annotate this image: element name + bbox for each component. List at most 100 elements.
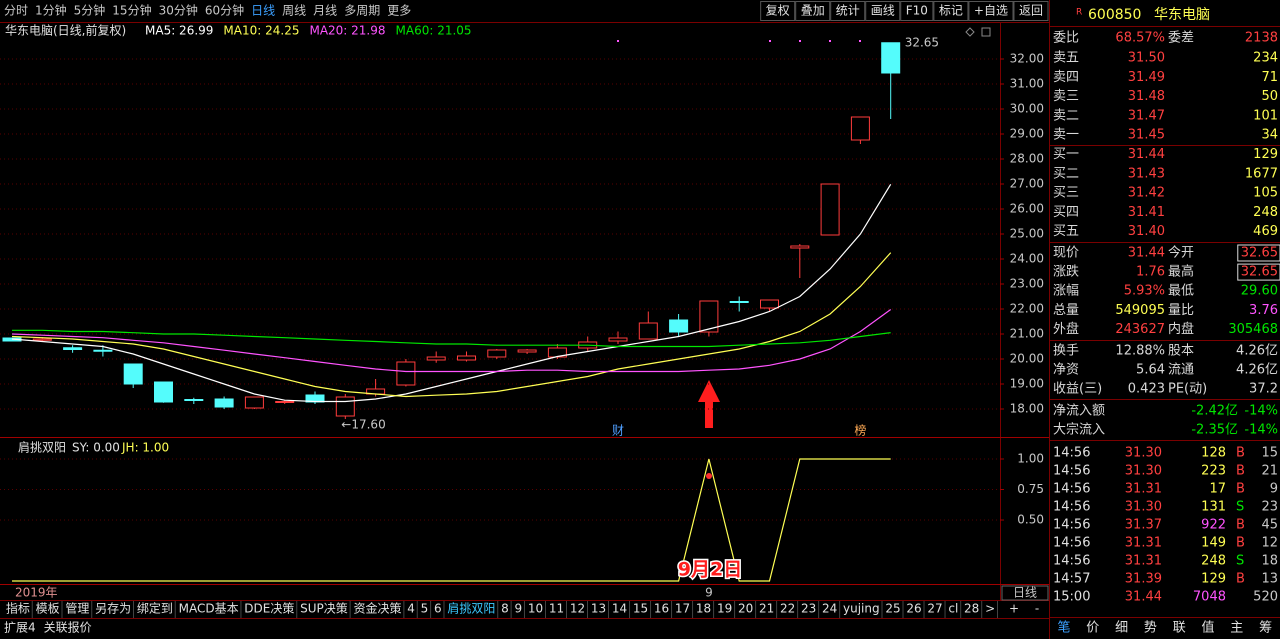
indicator-tab[interactable]: 另存为 <box>95 602 131 616</box>
book-cell: 买三 <box>1053 186 1079 201</box>
extra-tab[interactable]: 关联报价 <box>44 620 92 635</box>
period-tab[interactable]: 月线 <box>313 4 337 18</box>
book-cell: 34 <box>1261 128 1278 143</box>
indicator-tab[interactable]: 指标 <box>6 601 30 616</box>
period-label: 日线 <box>1013 586 1037 600</box>
candle-body <box>214 398 234 408</box>
tick-side: S <box>1236 500 1244 515</box>
indicator-tab[interactable]: SUP决策 <box>300 602 348 616</box>
indicator-tab[interactable]: 肩挑双阳 <box>447 601 495 616</box>
tick-side: B <box>1236 572 1245 587</box>
tab-tool[interactable]: - <box>1035 602 1039 616</box>
low-annotation: ←17.60 <box>341 418 385 432</box>
tick-volume: 223 <box>1201 464 1226 479</box>
tick-price: 31.30 <box>1125 464 1162 479</box>
period-tab[interactable]: 15分钟 <box>112 3 151 18</box>
panel-tab[interactable]: 值 <box>1201 620 1214 636</box>
book-cell: 469 <box>1253 224 1278 239</box>
panel-tab[interactable]: 势 <box>1144 620 1157 636</box>
indicator-tab[interactable]: 17 <box>675 602 690 616</box>
indicator-tab[interactable]: 12 <box>570 602 585 616</box>
indicator-tab[interactable]: 13 <box>591 602 606 616</box>
period-tab[interactable]: 多周期 <box>344 4 380 18</box>
indicator-tab[interactable]: 14 <box>612 602 627 616</box>
flow-cell: 净流入额 <box>1053 404 1105 419</box>
toolbar-button[interactable]: 返回 <box>1019 4 1043 18</box>
toolbar-button[interactable]: 统计 <box>836 4 860 18</box>
indicator-tab[interactable]: 24 <box>822 602 837 616</box>
legend-entry: MA5: 26.99 <box>145 24 213 38</box>
indicator-tab[interactable]: 25 <box>885 602 900 616</box>
period-tab[interactable]: 5分钟 <box>74 3 106 18</box>
period-tab[interactable]: 分时 <box>4 4 28 18</box>
toolbar-button[interactable]: F10 <box>906 4 928 18</box>
indicator-tab[interactable]: 19 <box>717 602 732 616</box>
candle-body <box>426 356 446 361</box>
y-tick-label: 31.00 <box>1010 77 1044 91</box>
indicator-tab[interactable]: 20 <box>738 602 753 616</box>
candle-body <box>154 381 173 403</box>
indicator-tab[interactable]: DDE决策 <box>244 602 294 616</box>
toolbar-button[interactable]: 画线 <box>871 4 895 18</box>
y-tick-label: 21.00 <box>1010 327 1044 341</box>
indicator-tab[interactable]: 27 <box>927 602 942 616</box>
panel-tab[interactable]: 细 <box>1115 621 1128 636</box>
indicator-tab[interactable]: 4 <box>407 602 415 616</box>
indicator-tab[interactable]: 管理 <box>65 601 89 616</box>
indicator-tab[interactable]: MACD基本 <box>179 602 239 616</box>
book-cell: 71 <box>1261 70 1278 85</box>
panel-tab[interactable]: 主 <box>1230 621 1243 636</box>
y-tick-label: 28.00 <box>1010 152 1044 166</box>
indicator-tab[interactable]: 6 <box>434 602 442 616</box>
indicator-tab[interactable]: cl <box>948 602 958 616</box>
button-frame <box>830 1 866 21</box>
stat-cell: 外盘 <box>1053 321 1079 337</box>
indicator-tab[interactable]: 11 <box>549 602 564 616</box>
panel-tab[interactable]: 笔 <box>1057 620 1070 636</box>
panel-tab[interactable]: 价 <box>1086 621 1099 636</box>
indicator-tab[interactable]: 9 <box>514 602 522 616</box>
indicator-tab[interactable]: 8 <box>501 602 509 616</box>
tick-volume: 149 <box>1201 536 1226 551</box>
indicator-tab[interactable]: 23 <box>801 602 816 616</box>
indicator-tab[interactable]: yujing <box>843 602 880 616</box>
indicator-tab[interactable]: > <box>985 602 995 616</box>
indicator-tab[interactable]: 26 <box>906 602 921 616</box>
indicator-tab[interactable]: 15 <box>633 602 648 616</box>
stat-cell: 今开 <box>1168 245 1194 261</box>
y-tick-label: 24.00 <box>1010 252 1044 266</box>
period-tab[interactable]: 1分钟 <box>35 3 67 18</box>
stat-cell: 现价 <box>1053 246 1079 261</box>
legend-entry: JH: 1.00 <box>121 441 169 455</box>
panel-tab[interactable]: 筹 <box>1259 620 1272 636</box>
toolbar-button[interactable]: 标记 <box>939 4 963 18</box>
tick-volume: 248 <box>1201 554 1226 569</box>
candle-body <box>93 349 113 352</box>
period-tab[interactable]: 日线 <box>251 4 275 18</box>
indicator-tab[interactable]: 28 <box>964 602 979 616</box>
toolbar-button[interactable]: 复权 <box>766 4 790 18</box>
indicator-tab[interactable]: 18 <box>696 602 711 616</box>
tab-tool[interactable]: + <box>1009 602 1019 616</box>
indicator-tab[interactable]: 10 <box>528 602 543 616</box>
period-tab[interactable]: 周线 <box>282 4 306 18</box>
indicator-tab[interactable]: 21 <box>759 602 774 616</box>
book-cell: 31.50 <box>1128 51 1165 66</box>
toolbar-button[interactable]: +自选 <box>974 4 1008 18</box>
indicator-tab[interactable]: 模板 <box>36 602 60 616</box>
stat-cell: 总量 <box>1053 303 1079 318</box>
tick-volume: 17 <box>1209 482 1226 497</box>
indicator-tab[interactable]: 16 <box>654 602 669 616</box>
panel-tab[interactable]: 联 <box>1173 621 1186 636</box>
indicator-tab[interactable]: 5 <box>421 602 429 616</box>
toolbar-button[interactable]: 叠加 <box>801 4 825 18</box>
indicator-tab[interactable]: 资金决策 <box>353 601 401 616</box>
period-tab[interactable]: 更多 <box>387 4 411 18</box>
period-tab[interactable]: 60分钟 <box>205 3 244 18</box>
period-tab[interactable]: 30分钟 <box>159 3 198 18</box>
stat-cell: 0.423 <box>1128 382 1165 397</box>
indicator-tab[interactable]: 22 <box>780 602 795 616</box>
stat-cell: 净资 <box>1053 363 1079 378</box>
indicator-tab[interactable]: 绑定到 <box>137 601 173 616</box>
extra-tab[interactable]: 扩展4 <box>4 621 36 635</box>
